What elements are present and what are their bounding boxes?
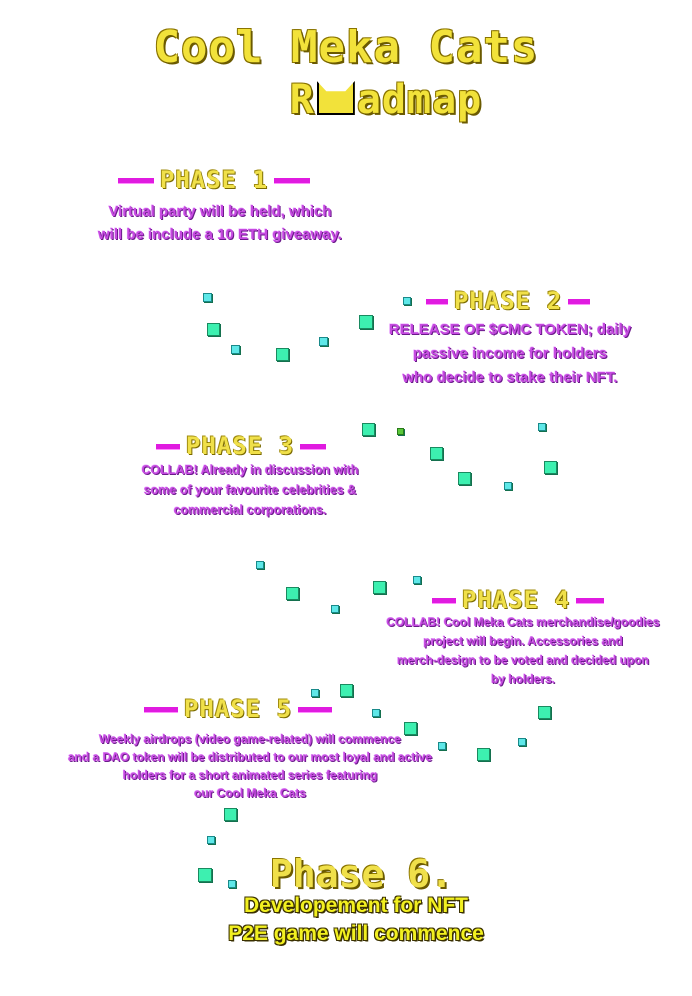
text-line: merch-design to be voted and decided upo… [396,653,650,667]
decorative-square [373,581,386,594]
decorative-square [544,461,557,474]
roadmap-subtitle-prefix: R [289,77,315,123]
dash-left [156,443,180,449]
phase-6-text: Developement for NFT P2E game will comme… [196,892,516,948]
dash-right [576,597,605,603]
decorative-square [207,323,220,336]
dash-right [300,443,327,449]
decorative-square [397,428,404,435]
decorative-square [359,315,373,329]
text-line: holders for a short animated series feat… [122,768,378,782]
text-line: COLLAB! Already in discussion with [141,463,359,477]
phase-1-header: PHASE 1 [118,166,311,194]
decorative-square [538,706,551,719]
phase-5-text: Weekly airdrops (video game-related) wil… [22,730,478,802]
phase-4-header: PHASE 4 [432,586,605,614]
decorative-square [203,293,212,302]
text-line: by holders. [490,672,555,686]
decorative-square [311,689,319,697]
text-line: COLLAB! Cool Meka Cats merchandise/goodi… [386,615,660,629]
phase-3-text: COLLAB! Already in discussion with some … [108,460,392,520]
phase-2-label: PHASE 2 [454,287,563,315]
dash-left [432,597,456,603]
dash-left [144,706,178,712]
decorative-square [286,587,299,600]
decorative-square [198,868,212,882]
text-line: our Cool Meka Cats [193,786,307,800]
decorative-square [458,472,471,485]
decorative-square [362,423,375,436]
text-line: Virtual party will be held, which [108,203,332,220]
text-line: passive income for holders [412,345,608,362]
phase-1-text: Virtual party will be held, which will b… [60,200,380,246]
phase-3-header: PHASE 3 [156,432,327,460]
decorative-square [438,742,446,750]
text-line: RELEASE OF $CMC TOKEN; daily [388,321,632,338]
decorative-square [231,345,240,354]
decorative-square [430,447,443,460]
text-line: Weekly airdrops (video game-related) wil… [99,732,401,746]
phase-2-header: PHASE 2 [426,287,591,315]
dash-right [274,177,311,183]
dash-right [568,298,591,304]
decorative-square [504,482,512,490]
dash-left [426,298,448,304]
phase-4-label: PHASE 4 [462,586,571,614]
phase-3-label: PHASE 3 [186,432,295,460]
text-line: will be include a 10 ETH giveaway. [98,226,342,243]
text-line: some of your favourite celebrities & [143,483,357,497]
page-title: Cool Meka Cats [153,22,539,73]
text-line: P2E game will commence [228,922,484,945]
decorative-square [477,748,490,761]
text-line: commercial corporations. [173,503,327,517]
text-line: project will begin. Accessories and [423,634,623,648]
decorative-square [518,738,526,746]
phase-4-text: COLLAB! Cool Meka Cats merchandise/goodi… [364,613,682,689]
decorative-square [413,576,421,584]
decorative-square [228,880,236,888]
decorative-square [256,561,264,569]
decorative-square [404,722,417,735]
phase-5-label: PHASE 5 [184,695,293,723]
decorative-square [340,684,353,697]
dash-left [118,177,154,183]
text-line: who decide to stake their NFT. [402,369,618,386]
decorative-square [538,423,546,431]
phase-5-header: PHASE 5 [144,695,333,723]
decorative-square [403,297,411,305]
roadmap-subtitle-suffix: admap [356,77,483,123]
decorative-square [224,808,237,821]
decorative-square [372,709,380,717]
cat-face-icon [316,81,355,115]
decorative-square [207,836,215,844]
phase-1-label: PHASE 1 [160,166,269,194]
text-line: Developement for NFT [243,894,469,917]
decorative-square [319,337,328,346]
text-line: and a DAO token will be distributed to o… [67,750,433,764]
decorative-square [276,348,289,361]
phase-6-header: Phase 6. [270,852,454,896]
decorative-square [331,605,339,613]
dash-right [298,706,333,712]
phase-2-text: RELEASE OF $CMC TOKEN; daily passive inc… [376,318,644,390]
